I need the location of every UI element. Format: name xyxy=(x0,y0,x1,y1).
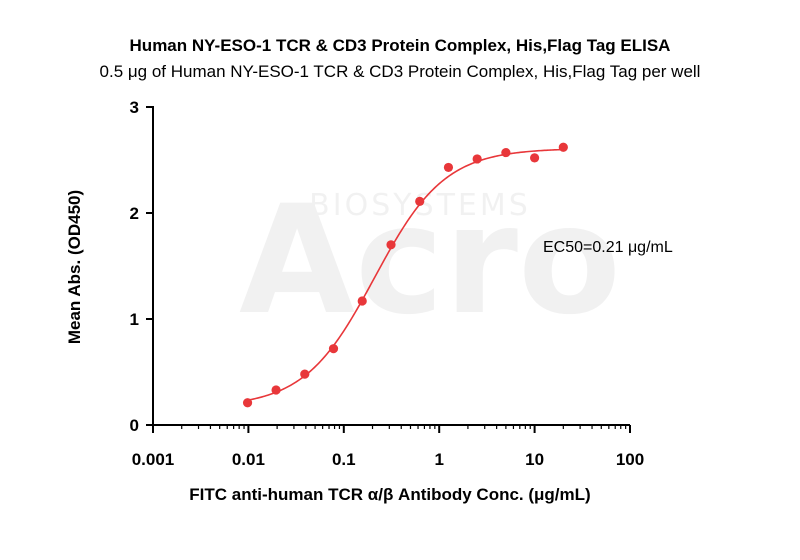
data-points xyxy=(242,142,568,408)
chart-subtitle: 0.5 μg of Human NY-ESO-1 TCR & CD3 Prote… xyxy=(99,62,701,81)
y-tick-label: 2 xyxy=(130,204,139,223)
x-tick-label: 100 xyxy=(616,450,644,469)
data-point xyxy=(328,344,339,354)
data-point xyxy=(558,142,568,152)
data-point xyxy=(530,153,540,163)
chart-title: Human NY-ESO-1 TCR & CD3 Protein Complex… xyxy=(129,36,671,55)
data-point xyxy=(443,162,454,173)
y-tick-label: 0 xyxy=(130,416,139,435)
data-point xyxy=(501,147,511,158)
data-point xyxy=(357,296,367,306)
fit-curve xyxy=(247,148,564,401)
y-tick-label: 1 xyxy=(130,310,139,329)
axes: 0 1 2 3 0.001 0.01 0.1 1 10 100 xyxy=(130,98,645,469)
watermark-logo: Acro BIOSYSTEMS xyxy=(239,174,621,348)
y-axis-label: Mean Abs. (OD450) xyxy=(65,190,84,344)
x-tick-label: 0.1 xyxy=(332,450,356,469)
y-tick-label: 3 xyxy=(130,98,139,117)
data-point xyxy=(472,154,482,164)
x-tick-label: 10 xyxy=(525,450,544,469)
ec50-annotation: EC50=0.21 μg/mL xyxy=(543,239,673,256)
data-point xyxy=(386,240,396,250)
data-point xyxy=(415,196,425,206)
data-point xyxy=(271,385,281,395)
x-tick-label: 0.01 xyxy=(232,450,265,469)
data-point xyxy=(300,369,310,379)
data-point xyxy=(242,398,253,408)
x-axis-label: FITC anti-human TCR α/β Antibody Conc. (… xyxy=(189,485,590,504)
x-tick-label: 1 xyxy=(434,450,443,469)
x-tick-label: 0.001 xyxy=(132,450,175,469)
watermark-logo-text: Acro xyxy=(239,174,621,348)
